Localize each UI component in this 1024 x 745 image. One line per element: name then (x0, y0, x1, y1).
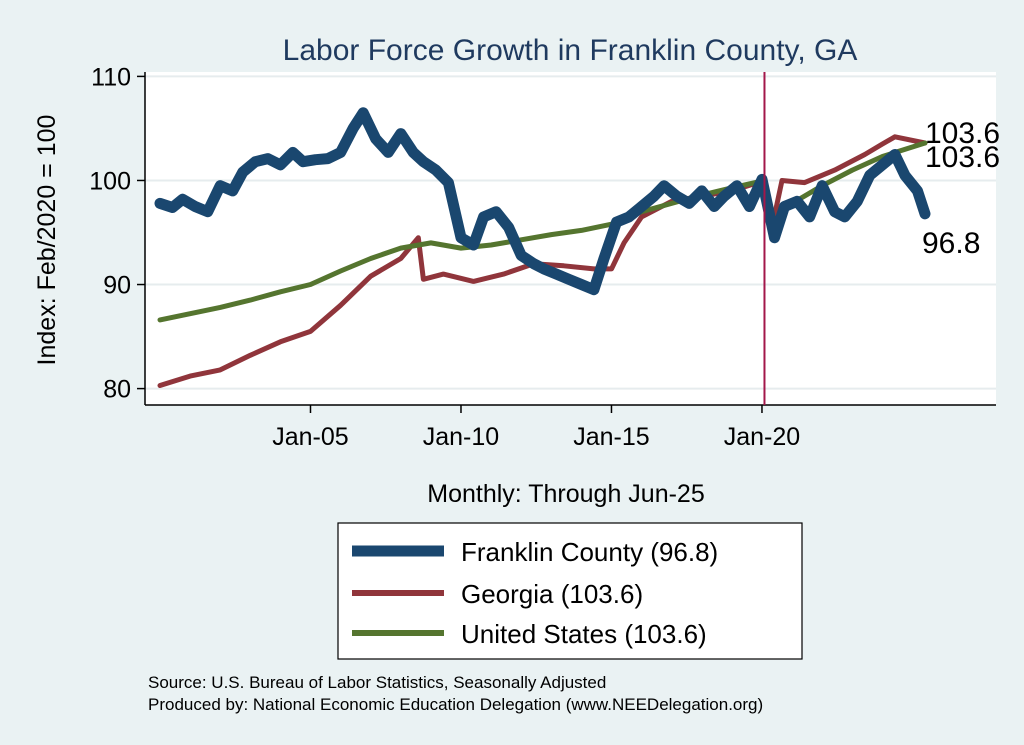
x-tick-label: Jan-05 (272, 423, 348, 451)
y-axis-label: Index: Feb/2020 = 100 (33, 115, 61, 366)
legend: Franklin County (96.8) Georgia (103.6) U… (337, 522, 803, 660)
y-tick-label: 110 (91, 63, 131, 91)
x-tick-label: Jan-10 (423, 423, 499, 451)
y-tick-label: 90 (103, 272, 131, 300)
y-tick-label: 80 (103, 376, 131, 404)
series-line-georgia (157, 134, 928, 388)
legend-label-us: United States (103.6) (461, 619, 707, 649)
y-axis-ticks: 80 90 100 110 (89, 63, 145, 404)
y-tick-label: 100 (89, 167, 131, 195)
x-axis-label: Monthly: Through Jun-25 (427, 480, 704, 508)
end-label-us: 103.6 (925, 117, 1000, 150)
grid-lines (145, 75, 996, 390)
producer-note: Produced by: National Economic Education… (148, 695, 763, 714)
end-label-georgia: 103.6 (925, 141, 1000, 174)
x-tick-label: Jan-15 (573, 423, 649, 451)
series-line-franklin (154, 107, 931, 296)
series-layer (154, 107, 931, 388)
legend-label-franklin: Franklin County (96.8) (461, 537, 718, 567)
chart-title: Labor Force Growth in Franklin County, G… (283, 34, 858, 67)
legend-label-georgia: Georgia (103.6) (461, 579, 643, 609)
plot-area (145, 72, 996, 405)
source-note: Source: U.S. Bureau of Labor Statistics,… (148, 673, 606, 692)
x-tick-label: Jan-20 (724, 423, 800, 451)
end-label-franklin: 96.8 (922, 227, 980, 260)
x-axis-ticks: Jan-05 Jan-10 Jan-15 Jan-20 (272, 405, 800, 451)
